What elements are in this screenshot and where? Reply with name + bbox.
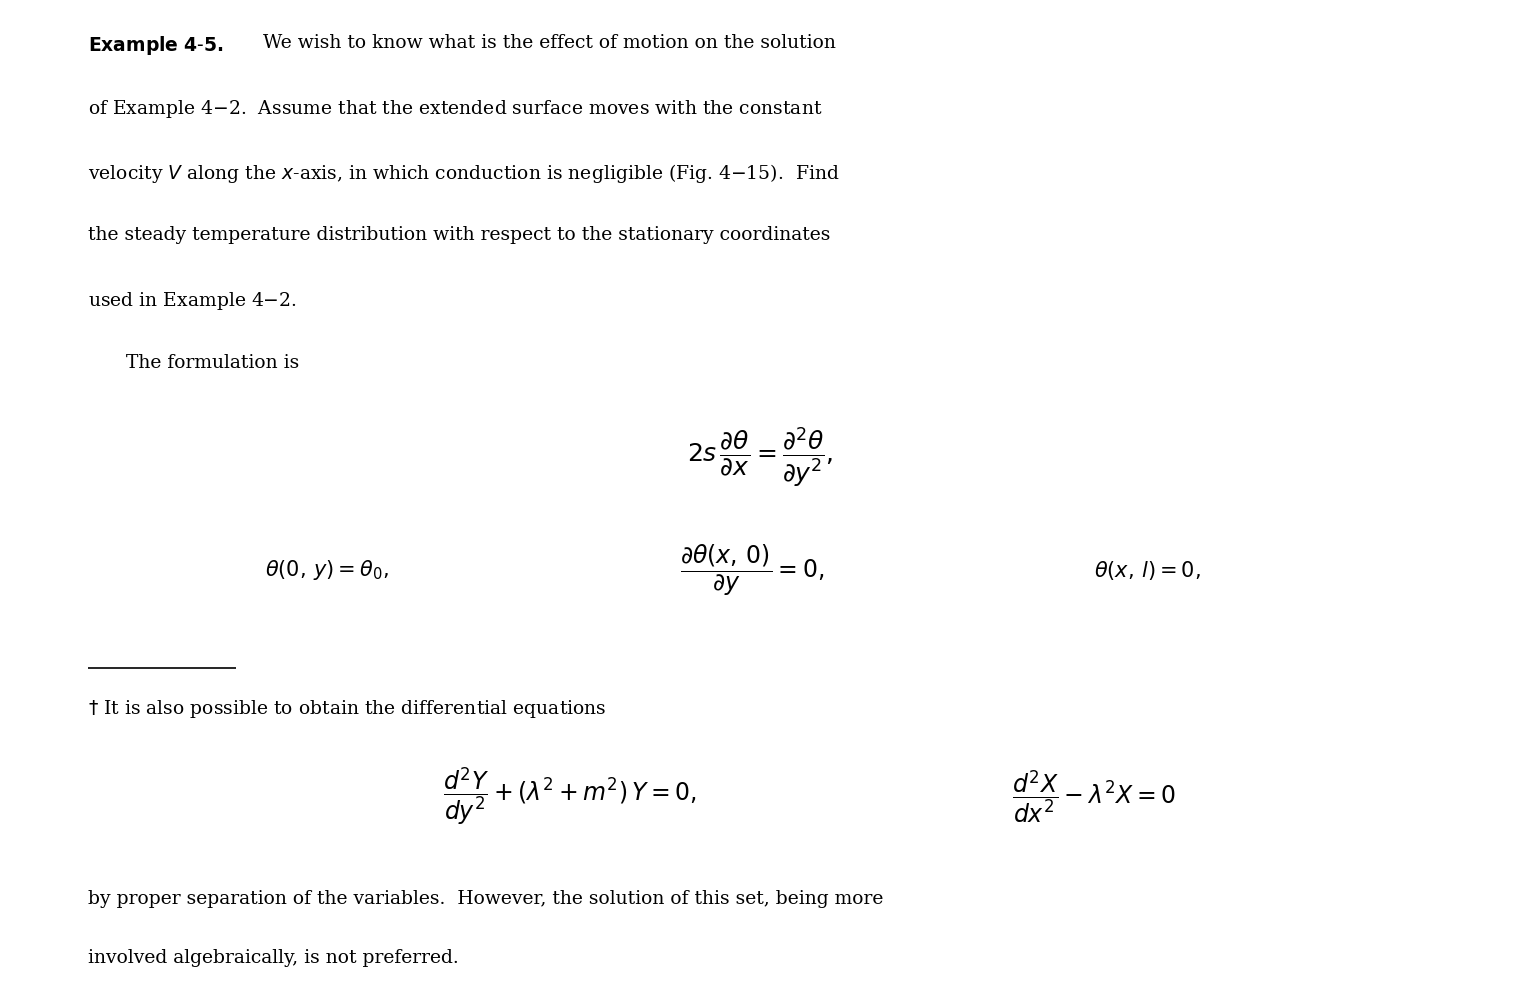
Text: $\dfrac{d^{2}X}{dx^{2}} - \lambda^{2} X = 0$: $\dfrac{d^{2}X}{dx^{2}} - \lambda^{2} X … [1012, 768, 1176, 825]
Text: $\mathbf{Example\ 4\text{-}5.}$: $\mathbf{Example\ 4\text{-}5.}$ [88, 34, 223, 57]
Text: by proper separation of the variables.  However, the solution of this set, being: by proper separation of the variables. H… [88, 890, 883, 907]
Text: $\dfrac{\partial\theta(x,\,0)}{\partial y} = 0,$: $\dfrac{\partial\theta(x,\,0)}{\partial … [681, 543, 824, 598]
Text: involved algebraically, is not preferred.: involved algebraically, is not preferred… [88, 949, 459, 966]
Text: The formulation is: The formulation is [126, 354, 299, 372]
Text: the steady temperature distribution with respect to the stationary coordinates: the steady temperature distribution with… [88, 226, 830, 244]
Text: $2s\,\dfrac{\partial\theta}{\partial x} = \dfrac{\partial^{2}\theta}{\partial y^: $2s\,\dfrac{\partial\theta}{\partial x} … [687, 426, 833, 489]
Text: $\theta(x,\, l) = 0,$: $\theta(x,\, l) = 0,$ [1094, 558, 1201, 582]
Text: velocity $V$ along the $x$-axis, in which conduction is negligible (Fig. 4$-$15): velocity $V$ along the $x$-axis, in whic… [88, 162, 839, 185]
Text: $\dagger$ It is also possible to obtain the differential equations: $\dagger$ It is also possible to obtain … [88, 698, 606, 720]
Text: of Example 4$-$2.  Assume that the extended surface moves with the constant: of Example 4$-$2. Assume that the extend… [88, 98, 822, 120]
Text: $\dfrac{d^{2}Y}{dy^{2}} + (\lambda^{2} + m^{2})\,Y = 0,$: $\dfrac{d^{2}Y}{dy^{2}} + (\lambda^{2} +… [444, 765, 696, 828]
Text: used in Example 4$-$2.: used in Example 4$-$2. [88, 290, 296, 312]
Text: $\theta(0,\, y) = \theta_0,$: $\theta(0,\, y) = \theta_0,$ [264, 558, 389, 582]
Text: We wish to know what is the effect of motion on the solution: We wish to know what is the effect of mo… [263, 34, 836, 52]
